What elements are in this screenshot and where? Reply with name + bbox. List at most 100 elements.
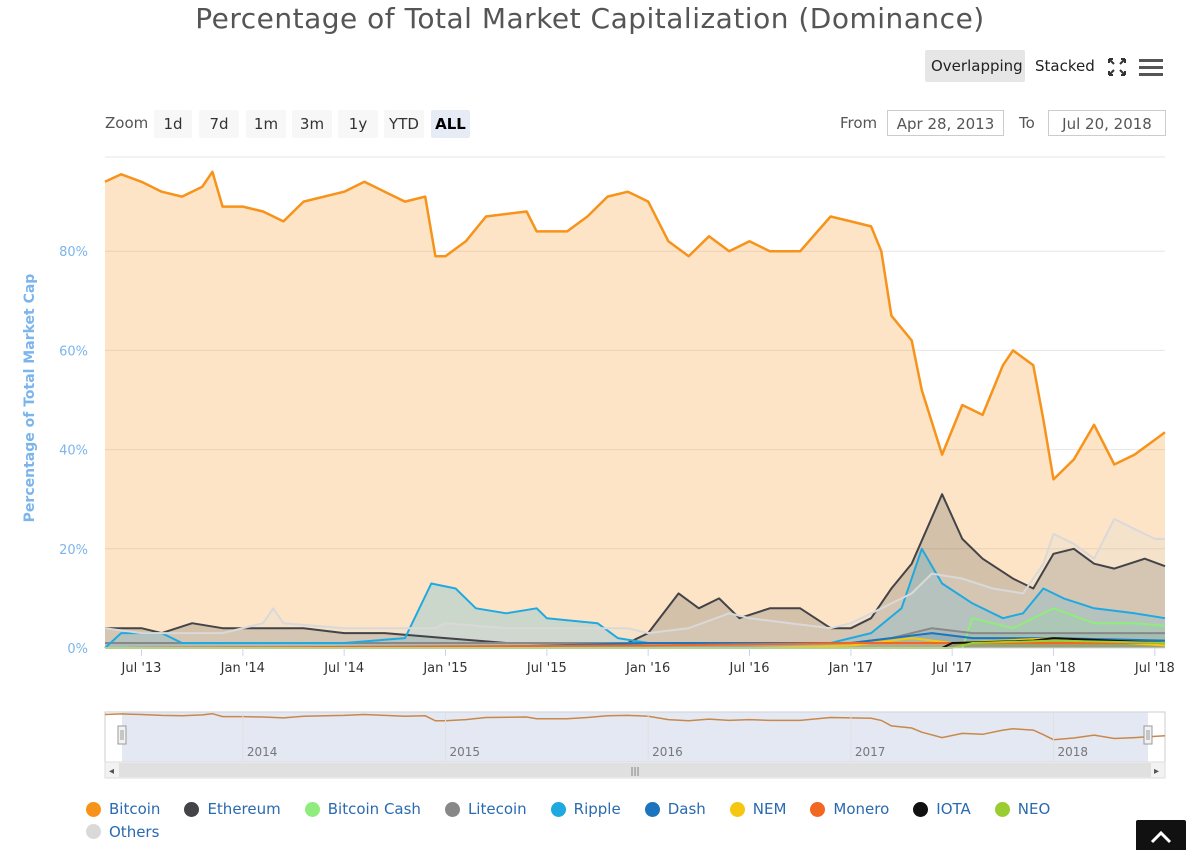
scrollbar-thumb	[119, 763, 1151, 777]
line-litecoin	[105, 627, 1165, 644]
chevron-up-icon[interactable]	[1136, 820, 1186, 850]
legend-label: IOTA	[936, 800, 971, 818]
legend-label: NEM	[752, 800, 787, 818]
line-iota	[105, 637, 1166, 649]
legend-dot-icon	[729, 801, 745, 817]
navigator-handle	[1143, 725, 1153, 745]
zoom-1y-button[interactable]: 1y	[338, 110, 378, 138]
legend-label: Bitcoin	[109, 800, 161, 818]
zoom-all-button[interactable]: ALL	[431, 110, 470, 138]
x-tick-label: Jan '18	[1030, 661, 1075, 676]
area-litecoin	[105, 628, 1165, 648]
gridlines	[105, 156, 1165, 649]
x-tick-label: Jul '16	[729, 661, 770, 676]
navigator-label: 2016	[652, 745, 683, 759]
x-tick-label: Jul '14	[323, 661, 364, 676]
zoom-1m-button[interactable]: 1m	[246, 110, 286, 138]
scroll-left-icon: ◂	[109, 766, 114, 777]
line-nem	[105, 637, 1166, 649]
y-axis-title: Percentage of Total Market Cap	[22, 273, 38, 523]
zoom-7d-button[interactable]: 7d	[199, 110, 239, 138]
area-bitcoin-cash	[962, 608, 1165, 648]
area-others	[105, 519, 1165, 648]
area-monero	[105, 643, 1165, 648]
area-nem	[105, 638, 1165, 648]
y-tick-label: 20%	[59, 543, 88, 558]
x-tick-label: Jan '15	[422, 661, 467, 676]
legend-dot-icon	[444, 801, 460, 817]
legend-dot-icon	[550, 801, 566, 817]
x-tick-label: Jul '17	[931, 661, 972, 676]
legend-dot-icon	[810, 801, 826, 817]
legend-item-ripple[interactable]: Ripple	[550, 798, 621, 820]
legend-label: Ripple	[573, 800, 621, 818]
scroll-right-icon: ▸	[1154, 766, 1159, 777]
legend-item-dash[interactable]: Dash	[644, 798, 706, 820]
from-label: From	[840, 114, 878, 132]
from-date-input[interactable]: Apr 28, 2013	[887, 110, 1004, 136]
line-neo	[105, 639, 1166, 649]
legend-item-iota[interactable]: IOTA	[913, 798, 971, 820]
legend-item-litecoin[interactable]: Litecoin	[444, 798, 527, 820]
y-tick-label: 40%	[59, 444, 88, 459]
legend-dot-icon	[86, 801, 101, 817]
x-axis: Jul '13 Jan '14 Jul '14 Jan '15 Jul '15 Jan '…	[105, 647, 1175, 676]
legend: Bitcoin Ethereum Bitcoin Cash Litecoin Rippl…	[86, 798, 1166, 843]
navigator-mask	[122, 712, 1148, 762]
legend-item-bitcoin[interactable]: Bitcoin	[86, 798, 160, 820]
series-areas	[105, 171, 1165, 649]
zoom-ytd-button[interactable]: YTD	[384, 110, 424, 138]
line-ethereum	[105, 493, 1166, 644]
series-lines	[104, 170, 1166, 649]
legend-dot-icon	[184, 801, 200, 817]
legend-label: Dash	[667, 800, 706, 818]
scrollbar-track	[104, 761, 1166, 779]
area-iota	[105, 638, 1165, 648]
navigator-series	[104, 712, 1166, 741]
legend-item-ethereum[interactable]: Ethereum	[184, 798, 281, 820]
overlapping-button[interactable]: Overlapping	[925, 50, 1025, 82]
x-tick-label: Jan '16	[625, 661, 670, 676]
legend-dot-icon	[913, 801, 929, 817]
legend-dot-icon	[994, 801, 1010, 817]
legend-dot-icon	[304, 801, 320, 817]
line-dash	[105, 632, 1166, 649]
to-date-input[interactable]: Jul 20, 2018	[1048, 110, 1166, 136]
legend-label: Bitcoin Cash	[327, 800, 421, 818]
legend-dot-icon	[644, 801, 660, 817]
legend-label: Litecoin	[467, 800, 527, 818]
fullscreen-icon[interactable]	[1106, 56, 1128, 78]
line-others	[104, 518, 1165, 635]
chart-title: Percentage of Total Market Capitalizatio…	[195, 2, 985, 35]
area-ethereum	[105, 494, 1165, 648]
navigator-handle	[117, 725, 127, 745]
scroll-grip-icon: |||	[630, 767, 639, 777]
legend-label: Monero	[833, 800, 890, 818]
legend-item-monero[interactable]: Monero	[810, 798, 889, 820]
y-tick-label: 60%	[59, 344, 88, 359]
y-axis: 0% 20% 40% 60% 80%	[59, 245, 88, 657]
legend-item-bitcoin-cash[interactable]: Bitcoin Cash	[304, 798, 421, 820]
legend-item-neo[interactable]: NEO	[994, 798, 1051, 820]
navigator-frame	[104, 711, 1166, 763]
legend-label: Ethereum	[207, 800, 281, 818]
navigator-label: 2014	[247, 745, 278, 759]
line-ripple	[104, 547, 1166, 649]
to-label: To	[1019, 114, 1035, 132]
navigator-label: 2018	[1058, 745, 1089, 759]
hamburger-menu-icon[interactable]	[1138, 56, 1164, 78]
line-monero	[104, 642, 1165, 649]
legend-item-nem[interactable]: NEM	[729, 798, 787, 820]
navigator: 2014 2015 2016 2017 2018 ◂ ▸ |||	[104, 711, 1166, 779]
legend-item-others[interactable]: Others	[86, 821, 159, 843]
navigator-label: 2017	[855, 745, 886, 759]
stacked-button[interactable]: Stacked	[1035, 57, 1095, 75]
zoom-3m-button[interactable]: 3m	[292, 110, 332, 138]
zoom-label: Zoom	[105, 114, 149, 132]
x-tick-label: Jul '15	[526, 661, 567, 676]
legend-label: NEO	[1017, 800, 1051, 818]
navigator-label: 2015	[449, 745, 480, 759]
zoom-1d-button[interactable]: 1d	[154, 110, 192, 138]
line-bitcoin	[104, 170, 1166, 481]
x-tick-label: Jan '17	[828, 661, 873, 676]
